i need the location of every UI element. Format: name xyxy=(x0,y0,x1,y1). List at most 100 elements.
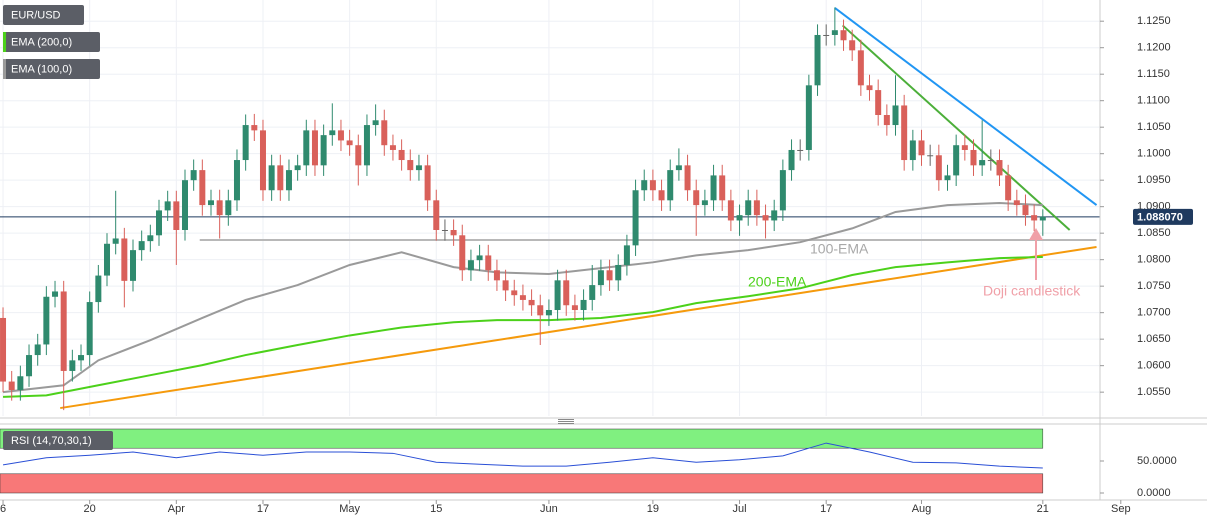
x-tick-label: 6 xyxy=(0,503,6,515)
candle-body xyxy=(433,200,440,230)
y-tick-label: 1.0750 xyxy=(1137,280,1171,292)
candle-body xyxy=(849,40,856,51)
candle-body xyxy=(459,235,466,271)
candle-body xyxy=(95,275,102,303)
candle-body xyxy=(78,355,85,361)
candle-body xyxy=(285,170,292,191)
candle-body xyxy=(788,149,795,171)
candle-body xyxy=(987,160,994,162)
candle-body xyxy=(684,165,691,191)
x-tick-label: 21 xyxy=(1037,503,1049,515)
rsi-band xyxy=(0,473,1044,494)
legend-label: EMA (200,0) xyxy=(11,36,72,48)
x-tick-label: 17 xyxy=(257,503,269,515)
candle-body xyxy=(979,160,986,166)
candle-body xyxy=(710,175,717,201)
trendline xyxy=(841,24,1071,231)
candle-body xyxy=(8,381,15,391)
y-tick-label: 1.0650 xyxy=(1137,333,1171,345)
candle-body xyxy=(771,210,778,221)
candle-body xyxy=(502,280,509,291)
candle-body xyxy=(797,149,804,151)
candle-body xyxy=(407,160,414,171)
candle-body xyxy=(415,165,422,171)
candle-body xyxy=(649,180,656,191)
candle-body xyxy=(26,355,33,377)
candle-body xyxy=(259,130,266,191)
legend-box[interactable] xyxy=(3,32,100,52)
candle-body xyxy=(658,190,665,201)
candle-body xyxy=(693,190,700,206)
legend-box[interactable] xyxy=(3,5,84,25)
candle-body xyxy=(563,280,570,306)
y-tick-label: 1.0600 xyxy=(1137,360,1171,372)
candle-body xyxy=(329,130,336,136)
ema-line xyxy=(2,256,1043,398)
candle-body xyxy=(701,200,708,206)
candle-body xyxy=(866,85,873,91)
candle-body xyxy=(883,114,890,126)
candle-body xyxy=(554,280,561,311)
candle-body xyxy=(268,165,275,191)
x-tick-label: 20 xyxy=(84,503,96,515)
price-tag-label: 1.088070 xyxy=(1137,211,1183,223)
y-tick-label: 1.1100 xyxy=(1137,95,1170,107)
candle-body xyxy=(571,305,578,311)
candle-body xyxy=(0,317,7,382)
y-tick-label: 1.0850 xyxy=(1137,227,1171,239)
y-tick-label: 1.0550 xyxy=(1137,386,1171,398)
legend-label: EMA (100,0) xyxy=(11,63,72,75)
candle-body xyxy=(190,170,197,181)
candle-body xyxy=(493,270,500,281)
candle-body xyxy=(147,235,154,242)
candle-body xyxy=(909,140,916,161)
candle-body xyxy=(233,160,240,201)
candle-body xyxy=(667,170,674,201)
candle-body xyxy=(996,160,1003,176)
candle-body xyxy=(511,290,518,296)
candle-body xyxy=(623,245,630,265)
candle-body xyxy=(580,299,587,311)
candle-body xyxy=(1022,205,1029,216)
candle-body xyxy=(121,238,128,281)
legend: EUR/USD EMA (200,0) EMA (100,0) xyxy=(3,5,100,79)
doji-arrow xyxy=(1029,228,1043,280)
y-tick-label: 1.0800 xyxy=(1137,254,1171,266)
candle-body xyxy=(337,130,344,141)
candle-body xyxy=(112,238,119,244)
candle-body xyxy=(779,170,786,211)
y-tick-label: 1.1200 xyxy=(1137,42,1171,54)
candle-body xyxy=(86,302,93,356)
candle-body xyxy=(1005,175,1012,201)
candle-body xyxy=(615,264,622,281)
legend-box[interactable] xyxy=(3,59,100,79)
candle-body xyxy=(277,165,284,191)
y-tick-label: 1.0950 xyxy=(1137,174,1171,186)
candle-body xyxy=(69,360,76,371)
candle-body xyxy=(242,125,249,161)
annotation: 200-EMA xyxy=(748,274,807,290)
candle-body xyxy=(389,145,396,150)
y-tick-label: 1.1250 xyxy=(1137,15,1171,27)
candle-body xyxy=(363,125,370,166)
candle-body xyxy=(762,215,769,221)
candle-body xyxy=(528,299,535,306)
resize-handle[interactable] xyxy=(558,419,574,424)
x-tick-label: Jul xyxy=(733,503,747,515)
candle-body xyxy=(641,180,648,191)
legend-swatch xyxy=(3,59,6,79)
rsi-band xyxy=(0,428,1044,449)
candle-body xyxy=(216,200,223,216)
candle-body xyxy=(181,180,188,230)
candle-body xyxy=(225,200,232,216)
candle-body xyxy=(727,200,734,221)
ema-line xyxy=(2,201,1043,394)
rsi-label-box[interactable] xyxy=(3,431,113,450)
price-plot: 100-EMA 200-EMA Doji candlestick xyxy=(0,7,1100,411)
candle-body xyxy=(970,149,977,166)
candle-body xyxy=(398,149,405,161)
candle-body xyxy=(303,130,310,166)
candle-body xyxy=(831,30,838,35)
candle-body xyxy=(104,243,111,276)
